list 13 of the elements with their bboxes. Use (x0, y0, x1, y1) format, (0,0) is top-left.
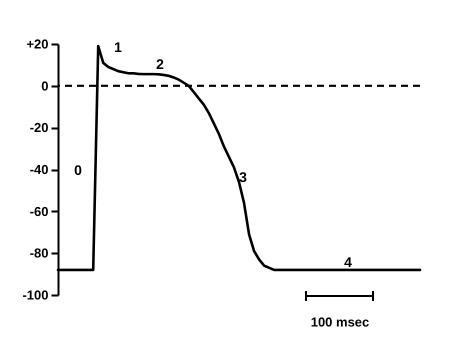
annotation: 1 (114, 39, 122, 55)
y-tick-label: -80 (30, 246, 48, 261)
annotation: 4 (344, 254, 352, 270)
y-tick-label: 0 (41, 78, 48, 94)
annotation: 3 (239, 169, 247, 185)
annotation: 0 (74, 162, 82, 178)
text: 100 msec (310, 314, 370, 330)
y-tick-label: -40 (30, 162, 48, 177)
y-tick-label: -100 (22, 288, 48, 302)
y-tick-label: -60 (30, 204, 48, 219)
annotation: 2 (156, 56, 164, 72)
y-tick-label: -20 (30, 120, 48, 136)
y-tick-label: +20 (26, 36, 48, 52)
